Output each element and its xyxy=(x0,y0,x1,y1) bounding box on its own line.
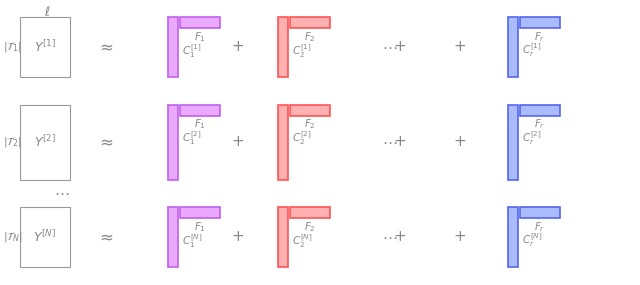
Text: $F_1$: $F_1$ xyxy=(194,220,206,234)
Text: $+$: $+$ xyxy=(232,230,244,244)
Text: $\approx$: $\approx$ xyxy=(96,38,114,56)
Bar xyxy=(168,17,178,77)
Text: $F_r$: $F_r$ xyxy=(534,117,546,131)
Text: $Y^{[2]}$: $Y^{[2]}$ xyxy=(34,134,56,150)
Text: $\cdots$: $\cdots$ xyxy=(382,230,397,244)
Text: $\approx$: $\approx$ xyxy=(96,229,114,245)
Bar xyxy=(180,17,220,28)
Text: $+$: $+$ xyxy=(453,230,467,244)
Text: $\ell$: $\ell$ xyxy=(44,5,51,19)
Text: $C_2^{[1]}$: $C_2^{[1]}$ xyxy=(292,42,312,60)
Text: $C_1^{[1]}$: $C_1^{[1]}$ xyxy=(182,42,202,60)
Text: $\cdots$: $\cdots$ xyxy=(382,135,397,149)
Text: $+$: $+$ xyxy=(394,135,406,149)
Text: $C_r^{[2]}$: $C_r^{[2]}$ xyxy=(522,129,541,147)
Text: $|\mathcal{T}_N|$: $|\mathcal{T}_N|$ xyxy=(3,230,23,244)
Bar xyxy=(290,207,330,218)
Text: $F_1$: $F_1$ xyxy=(194,117,206,131)
Bar xyxy=(508,207,518,267)
Bar xyxy=(180,105,220,115)
Bar xyxy=(168,105,178,180)
Bar xyxy=(20,207,70,267)
Bar xyxy=(20,17,70,77)
Text: $C_1^{[2]}$: $C_1^{[2]}$ xyxy=(182,129,202,147)
Bar xyxy=(520,207,560,218)
Text: $C_2^{[2]}$: $C_2^{[2]}$ xyxy=(292,129,312,147)
Text: $F_r$: $F_r$ xyxy=(534,220,546,234)
Text: $|\mathcal{T}_1|$: $|\mathcal{T}_1|$ xyxy=(3,40,22,54)
Text: $\cdots$: $\cdots$ xyxy=(54,186,70,200)
Bar xyxy=(180,207,220,218)
Bar xyxy=(168,207,178,267)
Bar xyxy=(278,105,288,180)
Bar xyxy=(278,17,288,77)
Text: $+$: $+$ xyxy=(232,135,244,149)
Bar xyxy=(290,17,330,28)
Text: $C_r^{[N]}$: $C_r^{[N]}$ xyxy=(522,232,543,249)
Text: $+$: $+$ xyxy=(394,230,406,244)
Bar xyxy=(290,105,330,115)
Bar xyxy=(508,17,518,77)
Text: $F_r$: $F_r$ xyxy=(534,30,546,44)
Text: $|\mathcal{T}_2|$: $|\mathcal{T}_2|$ xyxy=(3,135,22,149)
Text: $Y^{[1]}$: $Y^{[1]}$ xyxy=(34,39,56,55)
Bar xyxy=(520,105,560,115)
Bar xyxy=(278,207,288,267)
Text: $F_1$: $F_1$ xyxy=(194,30,206,44)
Bar xyxy=(508,105,518,180)
Text: $C_1^{[N]}$: $C_1^{[N]}$ xyxy=(182,232,202,250)
Text: $F_2$: $F_2$ xyxy=(304,117,316,131)
Text: $\approx$: $\approx$ xyxy=(96,133,114,150)
Text: $+$: $+$ xyxy=(453,135,467,149)
Text: $F_2$: $F_2$ xyxy=(304,220,316,234)
Bar xyxy=(20,105,70,180)
Text: $\cdots$: $\cdots$ xyxy=(382,40,397,54)
Text: $+$: $+$ xyxy=(232,40,244,54)
Text: $F_2$: $F_2$ xyxy=(304,30,316,44)
Text: $+$: $+$ xyxy=(453,40,467,54)
Text: $C_r^{[1]}$: $C_r^{[1]}$ xyxy=(522,42,541,59)
Text: $Y^{[N]}$: $Y^{[N]}$ xyxy=(33,229,56,245)
Text: $+$: $+$ xyxy=(394,40,406,54)
Bar xyxy=(520,17,560,28)
Text: $C_2^{[N]}$: $C_2^{[N]}$ xyxy=(292,232,312,250)
